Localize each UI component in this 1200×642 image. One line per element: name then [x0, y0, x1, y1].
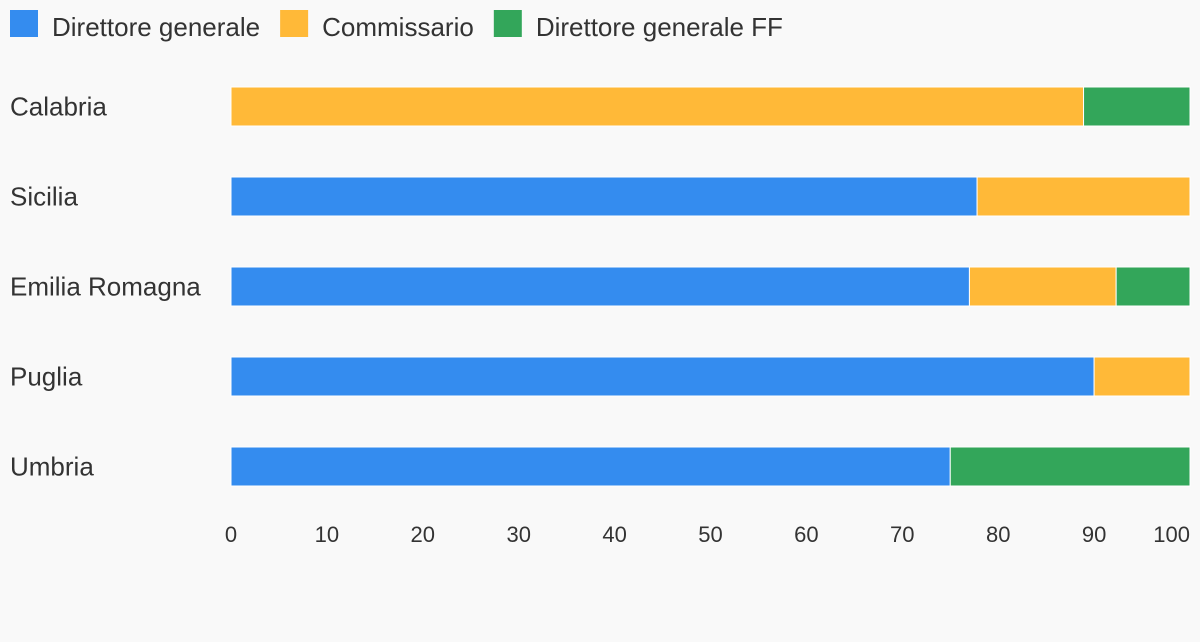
bar-emilia-romagna-commissario: [968, 266, 1117, 307]
category-label-puglia: Puglia: [10, 362, 83, 392]
category-label-emilia-romagna: Emilia Romagna: [10, 272, 201, 302]
bar-emilia-romagna-direttore-generale: [230, 266, 970, 307]
bars: [230, 86, 1191, 487]
x-tick-label: 60: [794, 522, 818, 547]
legend-swatch-direttore-generale-ff: [493, 10, 522, 37]
x-tick-label: 30: [506, 522, 530, 547]
bar-puglia-commissario: [1093, 356, 1191, 397]
bar-puglia-direttore-generale: [230, 356, 1095, 397]
bar-calabria-commissario: [230, 86, 1085, 127]
bar-calabria-direttore-generale-ff: [1083, 86, 1191, 127]
legend: Direttore generale Commissario Direttore g…: [10, 10, 783, 42]
bar-sicilia-commissario: [976, 176, 1191, 217]
x-tick-label: 10: [315, 522, 339, 547]
x-tick-label: 80: [986, 522, 1010, 547]
bar-umbria-direttore-generale: [230, 446, 951, 487]
x-tick-label: 50: [698, 522, 722, 547]
x-tick-label: 0: [225, 522, 237, 547]
bar-umbria-direttore-generale-ff: [949, 446, 1191, 487]
legend-label-direttore-generale-ff: Direttore generale FF: [536, 12, 783, 42]
x-tick-label: 90: [1082, 522, 1106, 547]
bar-emilia-romagna-direttore-generale-ff: [1115, 266, 1191, 307]
category-label-umbria: Umbria: [10, 452, 94, 482]
category-label-calabria: Calabria: [10, 92, 107, 122]
x-tick-label: 100: [1153, 522, 1190, 547]
x-tick-label: 40: [602, 522, 626, 547]
category-labels: Calabria Sicilia Emilia Romagna Puglia Umbri…: [10, 92, 201, 482]
legend-swatch-commissario: [280, 10, 309, 37]
bar-sicilia-direttore-generale: [230, 176, 978, 217]
x-tick-label: 70: [890, 522, 914, 547]
legend-label-direttore-generale: Direttore generale: [52, 12, 260, 42]
legend-label-commissario: Commissario: [322, 12, 474, 42]
legend-swatch-direttore-generale: [10, 10, 38, 37]
category-label-sicilia: Sicilia: [10, 182, 78, 212]
x-axis: 0 10 20 30 40 50 60 70 80 90 100: [225, 522, 1190, 547]
x-tick-label: 20: [411, 522, 435, 547]
